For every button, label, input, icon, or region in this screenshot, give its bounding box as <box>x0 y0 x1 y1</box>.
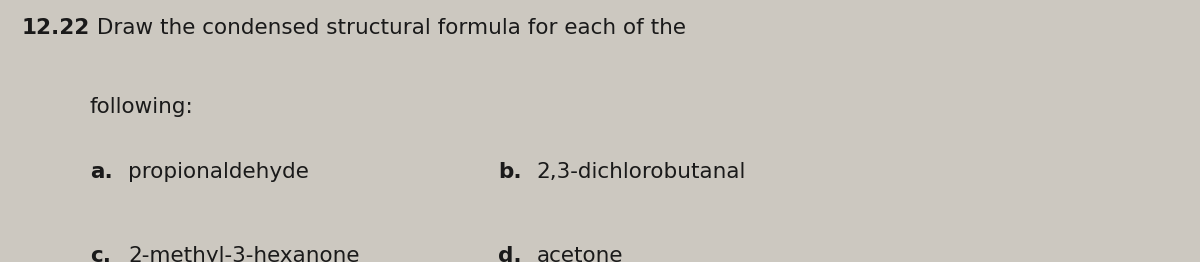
Text: c.: c. <box>90 246 112 262</box>
Text: following:: following: <box>90 97 193 117</box>
Text: propionaldehyde: propionaldehyde <box>128 162 310 182</box>
Text: b.: b. <box>498 162 522 182</box>
Text: d.: d. <box>498 246 522 262</box>
Text: 2-methyl-3-hexanone: 2-methyl-3-hexanone <box>128 246 360 262</box>
Text: Draw the condensed structural formula for each of the: Draw the condensed structural formula fo… <box>90 18 686 38</box>
Text: 2,3-dichlorobutanal: 2,3-dichlorobutanal <box>536 162 745 182</box>
Text: 12.22: 12.22 <box>22 18 90 38</box>
Text: acetone: acetone <box>536 246 623 262</box>
Text: a.: a. <box>90 162 113 182</box>
